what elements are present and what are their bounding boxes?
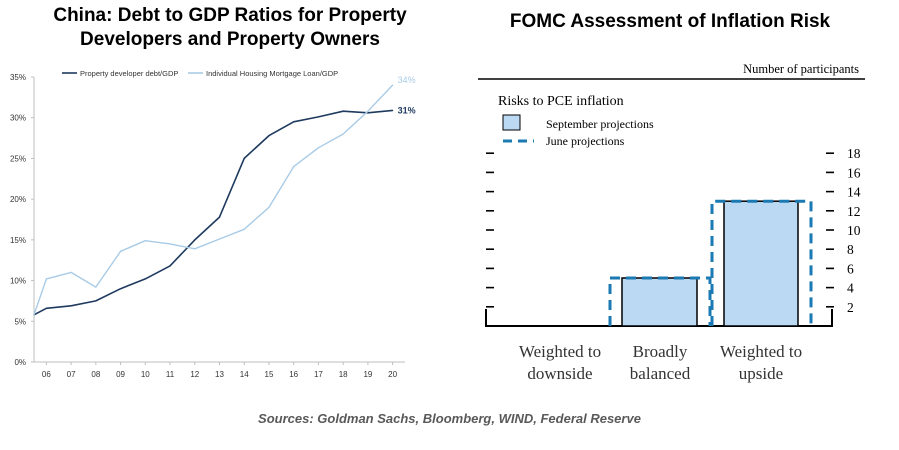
x-tick-label: 18 [339,370,348,379]
x-tick-label: 11 [166,370,175,379]
category-label: downside [527,364,592,383]
y-tick-label: 10 [847,223,861,238]
x-tick-label: 15 [265,370,274,379]
data-point [218,216,221,218]
y-tick-label: 6 [847,261,854,276]
right-chart-ticks: 2 4 6 8 10 12 14 16 18 [486,146,861,315]
left-chart-legend: Property developer debt/GDP Individual Ho… [62,69,338,78]
data-point [392,84,394,86]
category-label: Weighted to [720,342,802,361]
data-point [70,271,72,274]
data-point [70,305,72,307]
x-tick-label: 07 [67,370,76,379]
data-point [144,278,146,280]
y-tick-label: 5% [14,317,26,326]
y-tick-label: 0% [14,358,26,367]
y-tick-label: 16 [847,165,861,180]
data-point [367,112,369,114]
sources-footnote: Sources: Goldman Sachs, Bloomberg, WIND,… [258,411,641,426]
right-chart-frame: Number of participants Risks to PCE infla… [478,62,865,327]
data-point [45,307,47,309]
category-label: Broadly [633,342,688,361]
category-label: upside [739,364,783,383]
x-tick-label: 09 [116,370,125,379]
left-chart-title: China: Debt to GDP Ratios for Property D… [40,4,420,52]
data-point [95,300,97,302]
series-line-housing-mortgage [33,84,394,316]
y-tick-label: 10% [10,277,26,286]
fomc-inflation-risk-bar-chart: Number of participants Risks to PCE infla… [478,62,865,383]
x-tick-label: 08 [91,370,100,379]
y-tick-label: 18 [847,146,861,161]
data-point [293,165,295,168]
data-point [95,286,97,288]
y-tick-label: 30% [10,114,26,123]
data-point [317,147,320,149]
data-point [243,228,245,230]
data-point [119,288,122,290]
data-point [194,239,196,241]
risks-to-pce-inflation-label: Risks to PCE inflation [498,94,624,109]
right-chart-title: FOMC Assessment of Inflation Risk [509,11,831,32]
y-tick-label: 12 [847,204,861,219]
y-tick-label: 14 [847,185,861,200]
data-point [367,110,369,112]
data-point [169,243,171,245]
left-chart-series: 31% 34% [33,75,416,316]
y-tick-label: 25% [10,154,26,163]
september-bar [621,277,698,327]
y-tick-label: 4 [847,281,854,296]
x-tick-label: 06 [42,370,51,379]
data-point [33,314,35,316]
x-tick-label: 13 [215,370,224,379]
data-point [342,110,344,112]
left-chart-axes: 0% 5% 10% 15% 20% 25% 30% 35% 06 07 08 09 10 11 12 13 14… [10,73,405,379]
end-value-label: 34% [398,75,416,85]
legend-label-june: June projections [546,134,625,148]
x-tick-label: 19 [363,370,372,379]
data-point [218,238,221,240]
data-point [144,240,146,242]
legend-label-developer: Property developer debt/GDP [80,69,178,78]
end-value-label: 31% [398,105,416,115]
y-tick-label: 2 [847,300,854,315]
x-tick-label: 14 [240,370,249,379]
left-chart-title-line1: China: Debt to GDP Ratios for Property [53,5,407,26]
debt-to-gdp-line-chart: 0% 5% 10% 15% 20% 25% 30% 35% 06 07 08 09 10 11 12 13 14… [10,69,416,379]
data-point [45,278,47,280]
june-dashed-bar [608,276,712,326]
x-tick-label: 12 [190,370,199,379]
data-point [342,133,344,135]
data-point [268,135,270,137]
data-point [293,121,295,123]
data-point [243,157,245,160]
y-tick-label: 35% [10,73,26,82]
legend-label-mortgage: Individual Housing Mortgage Loan/GDP [206,69,338,78]
legend-swatch-september [502,114,521,131]
data-point [268,206,270,208]
data-point [169,265,171,267]
category-label: balanced [630,364,691,383]
category-label: Weighted to [519,342,601,361]
series-line-property-developer [33,109,393,316]
legend-label-september: September projections [546,117,654,131]
data-point [194,248,196,250]
y-tick-label: 15% [10,236,26,245]
data-point [392,109,394,111]
y-tick-label: 8 [847,242,854,257]
september-bar [723,200,799,327]
x-tick-label: 10 [141,370,150,379]
data-point [317,116,320,118]
left-chart-title-line2: Developers and Property Owners [80,29,380,50]
number-of-participants-label: Number of participants [743,62,859,76]
y-tick-label: 20% [10,195,26,204]
right-chart-bars: Weighted to downside Broadly balanced Weight… [519,199,813,383]
x-tick-label: 20 [388,370,397,379]
x-tick-label: 17 [314,370,323,379]
data-point [119,250,122,252]
x-tick-label: 16 [289,370,298,379]
